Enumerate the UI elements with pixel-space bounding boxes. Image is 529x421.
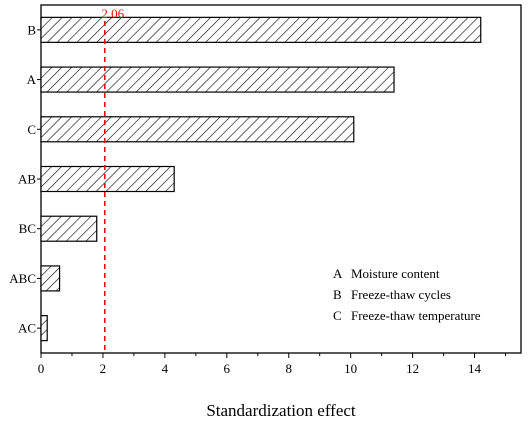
category-label-ab: AB xyxy=(18,172,36,187)
bar-a xyxy=(40,66,395,93)
reference-line-label: 2.06 xyxy=(101,6,124,21)
legend-text-c: Freeze-thaw temperature xyxy=(351,308,481,323)
x-tick-label: 8 xyxy=(285,361,292,376)
category-label-b: B xyxy=(27,22,36,37)
bar-b xyxy=(40,16,482,43)
x-tick-label: 14 xyxy=(468,361,482,376)
x-tick-label: 12 xyxy=(406,361,419,376)
x-axis-label: Standardization effect xyxy=(206,401,356,420)
category-label-bc: BC xyxy=(19,221,36,236)
legend: A Moisture content B Freeze-thaw cycles C Fre… xyxy=(333,266,481,323)
legend-key-a: A xyxy=(333,266,343,281)
bar-bc xyxy=(40,215,98,242)
category-label-c: C xyxy=(27,122,36,137)
category-label-abc: ABC xyxy=(9,271,36,286)
bar-ac xyxy=(40,315,48,342)
legend-text-a: Moisture content xyxy=(351,266,440,281)
x-tick-label: 4 xyxy=(162,361,169,376)
x-tick-label: 0 xyxy=(38,361,45,376)
x-tick-label: 6 xyxy=(224,361,231,376)
category-label-a: A xyxy=(27,72,37,87)
bar-abc xyxy=(40,265,61,292)
legend-text-b: Freeze-thaw cycles xyxy=(351,287,451,302)
x-tick-label: 10 xyxy=(344,361,357,376)
x-tick-label: 2 xyxy=(100,361,107,376)
bar-ab xyxy=(40,165,175,193)
x-axis-ticks: 0 2 4 6 8 10 12 14 xyxy=(38,353,507,376)
bars-group xyxy=(40,16,482,342)
bar-c xyxy=(40,116,355,143)
legend-key-b: B xyxy=(333,287,342,302)
legend-key-c: C xyxy=(333,308,342,323)
y-axis-ticks xyxy=(37,29,41,329)
category-label-ac: AC xyxy=(18,321,36,336)
